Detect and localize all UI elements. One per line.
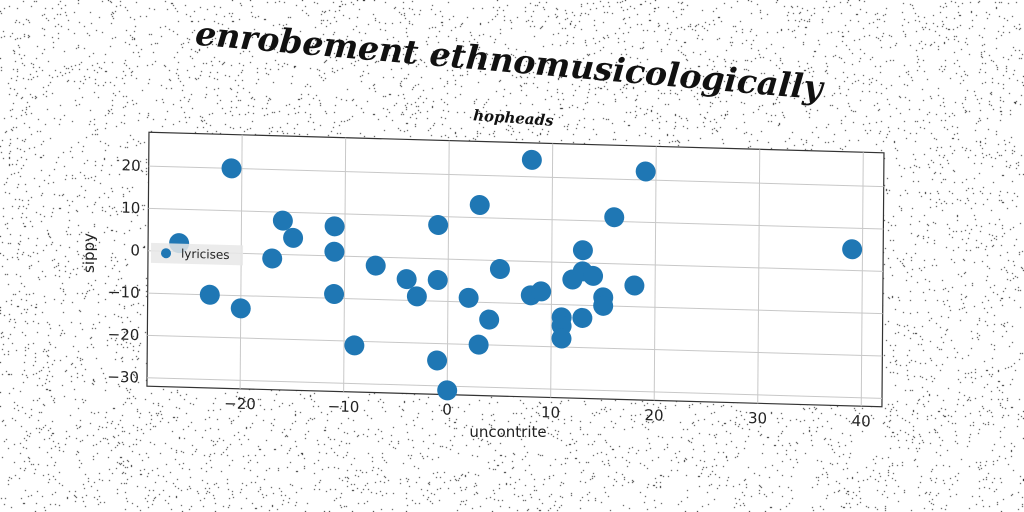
chart-subtitle: hopheads: [473, 106, 555, 130]
data-point: [572, 307, 593, 328]
y-tick-label: −10: [108, 283, 140, 302]
x-axis-label: uncontrite: [469, 423, 546, 441]
data-point: [583, 265, 604, 286]
y-tick-label: 0: [130, 241, 140, 259]
y-tick-label: −20: [108, 325, 140, 344]
data-point: [593, 295, 614, 316]
x-grid-line: [550, 143, 554, 398]
x-grid-line: [343, 137, 347, 392]
x-grid-line: [860, 152, 864, 407]
data-points: [169, 149, 863, 401]
plot-frame: [146, 131, 885, 408]
data-point: [531, 281, 552, 302]
data-point: [427, 270, 448, 291]
data-point: [199, 284, 220, 305]
data-point: [572, 240, 593, 261]
data-point: [428, 214, 449, 235]
y-grid-line: [147, 377, 883, 399]
x-tick-label: 0: [442, 400, 452, 418]
legend-marker: [161, 248, 172, 259]
data-point: [624, 275, 645, 296]
data-point: [427, 350, 448, 371]
data-point: [521, 149, 542, 170]
x-tick-label: −20: [224, 394, 256, 413]
y-grid-line: [147, 334, 883, 357]
data-point: [842, 239, 863, 260]
data-point: [230, 298, 251, 319]
y-grid-line: [148, 207, 884, 230]
data-point: [272, 210, 293, 231]
y-tick-label: 20: [122, 156, 141, 175]
x-grid-line: [653, 146, 657, 401]
data-point: [365, 255, 386, 276]
legend-box: [150, 242, 244, 266]
data-point: [468, 334, 489, 355]
data-point: [406, 286, 427, 307]
data-point: [221, 158, 242, 179]
data-point: [469, 194, 490, 215]
data-point: [324, 216, 345, 237]
data-point: [324, 284, 345, 305]
x-tick-label: 20: [644, 406, 663, 425]
data-point: [489, 259, 510, 280]
data-point: [437, 380, 458, 401]
data-point: [324, 241, 345, 262]
y-grid-line: [148, 165, 884, 188]
x-tick-label: 10: [541, 403, 560, 422]
y-axis-label: sippy: [80, 233, 98, 273]
x-grid-line: [757, 149, 761, 404]
data-point: [479, 309, 500, 330]
data-point: [604, 207, 625, 228]
x-tick-label: 30: [748, 409, 767, 428]
data-point: [551, 328, 572, 349]
plot-area: −20 −10 0 10 20 30 40 −30 −20 −10 0 10 20 lyricises: [107, 131, 885, 431]
chart-title: enrobement ethnomusicologically: [194, 14, 827, 108]
data-point: [344, 335, 365, 356]
data-point: [635, 161, 656, 182]
x-tick-label: 40: [852, 412, 871, 431]
y-tick-label: −30: [107, 368, 139, 387]
y-grid-line: [147, 292, 883, 315]
y-tick-label: 10: [121, 199, 140, 218]
x-grid-line: [446, 140, 450, 395]
data-point: [262, 248, 283, 269]
legend: lyricises: [150, 242, 244, 266]
data-point: [283, 227, 304, 248]
legend-label: lyricises: [181, 247, 230, 262]
x-tick-label: −10: [328, 397, 360, 416]
data-point: [396, 269, 417, 290]
tick-labels: −20 −10 0 10 20 30 40 −30 −20 −10 0 10 20: [107, 156, 871, 431]
data-point: [458, 287, 479, 308]
